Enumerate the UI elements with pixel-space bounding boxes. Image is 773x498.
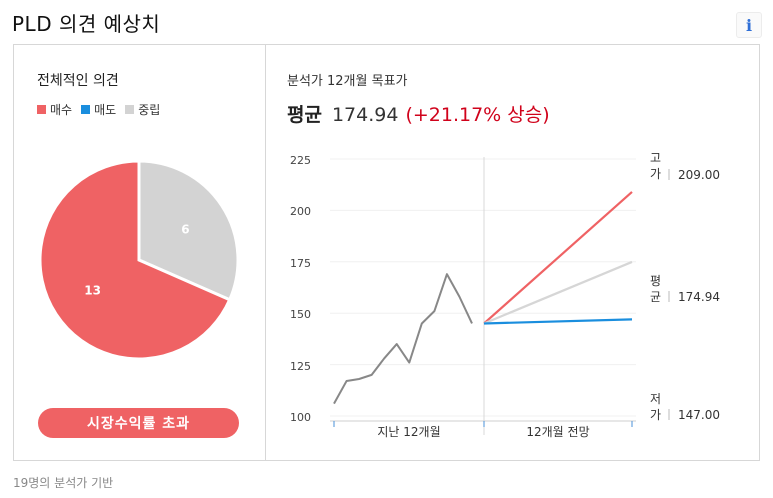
high-label-char2: 가 — [650, 167, 661, 181]
projection-line-평균 — [483, 260, 633, 325]
legend-item-hold: 중립 — [125, 101, 160, 118]
panel-divider — [265, 45, 266, 460]
y-tick-label: 100 — [290, 411, 311, 424]
overall-opinion-title: 전체적인 의견 — [37, 73, 119, 89]
target-price-title: 분석가 12개월 목표가 — [287, 74, 408, 89]
y-tick-label: 225 — [290, 154, 311, 167]
pie-slice-label: 13 — [84, 283, 101, 297]
opinion-pie-chart: 6 13 — [38, 159, 240, 361]
average-change: (+21.17% 상승) — [405, 104, 550, 126]
average-label: 평균 — [287, 104, 322, 126]
low-label-char1: 저 — [650, 392, 661, 406]
avg-label-char1: 평 — [650, 274, 661, 288]
legend-item-buy: 매수 — [37, 101, 72, 118]
average-value: 174.94 — [331, 104, 399, 126]
pie-slice-buy — [38, 159, 232, 361]
series-group — [333, 191, 633, 405]
legend-item-sell: 매도 — [81, 101, 116, 118]
low-label-char2: 가 — [650, 408, 661, 422]
y-tick-label: 175 — [290, 257, 311, 270]
price-history-line — [333, 273, 473, 405]
info-icon: i — [745, 15, 753, 35]
analyst-count-note: 19명의 분석가 기반 — [13, 476, 114, 490]
target-price-chart: 225 200 175 150 125 100 지난 12개월 12개월 전망 … — [290, 151, 720, 439]
forecast-card — [13, 44, 760, 461]
avg-value-right: 174.94 — [678, 290, 720, 304]
legend-swatch-hold — [125, 105, 135, 114]
y-tick-label: 200 — [290, 205, 311, 218]
low-value: 147.00 — [678, 408, 720, 422]
gridlines — [330, 158, 636, 417]
legend-label-buy: 매수 — [50, 103, 73, 117]
high-label-char1: 고 — [650, 151, 661, 165]
high-value: 209.00 — [678, 168, 720, 182]
projection-line-고가 — [483, 191, 633, 325]
projection-line-저가 — [483, 318, 633, 325]
pie-slice-hold — [137, 159, 240, 302]
info-button[interactable]: i — [736, 12, 762, 38]
y-tick-label: 125 — [290, 360, 311, 373]
x-label-future: 12개월 전망 — [526, 425, 589, 439]
legend-swatch-sell — [81, 105, 91, 114]
x-label-past: 지난 12개월 — [377, 425, 440, 439]
y-tick-label: 150 — [290, 308, 311, 321]
pie-slice-label: 6 — [181, 223, 189, 237]
outperform-button[interactable]: 시장수익률 초과 — [38, 408, 239, 438]
legend-label-hold: 중립 — [138, 103, 161, 117]
page-title: PLD 의견 예상치 — [12, 12, 161, 36]
avg-label-char2: 균 — [650, 290, 661, 304]
average-target: 평균 174.94 (+21.17% 상승) — [287, 100, 550, 127]
legend-label-sell: 매도 — [94, 103, 117, 117]
legend-swatch-buy — [37, 105, 46, 114]
pie-legend: 매수 매도 중립 — [37, 101, 169, 118]
